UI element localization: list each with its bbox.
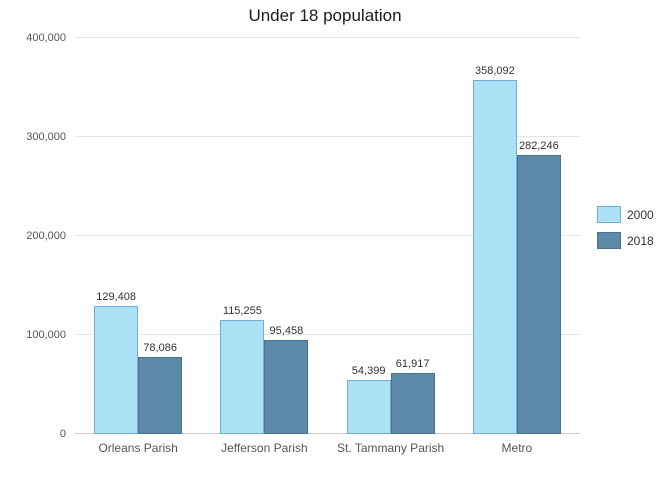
bar-column: 115,255 <box>220 38 265 434</box>
bar-group: 129,408 78,086 <box>75 38 201 434</box>
legend-swatch <box>597 232 621 249</box>
legend-item-2000: 2000 <box>597 206 654 223</box>
bar-value-label: 61,917 <box>395 357 430 370</box>
legend-label: 2018 <box>627 233 654 248</box>
bar-value-label: 129,408 <box>96 290 136 303</box>
bar-group: 54,399 61,917 <box>328 38 454 434</box>
bar-2018 <box>264 339 309 434</box>
bar-column: 78,086 <box>138 38 183 434</box>
bar-group: 115,255 95,458 <box>201 38 327 434</box>
gridline <box>75 37 580 38</box>
y-tick-label: 400,000 <box>26 32 66 44</box>
bar-value-label: 78,086 <box>143 341 177 354</box>
bar-value-label: 358,092 <box>474 64 515 77</box>
bar-column: 282,246 <box>516 38 561 434</box>
chart-title: Under 18 population <box>248 6 402 25</box>
bar-column: 95,458 <box>264 38 309 434</box>
legend: 2000 2018 <box>597 206 654 249</box>
y-tick-label: 100,000 <box>26 329 66 341</box>
bar-value-label: 115,255 <box>222 304 262 317</box>
bar-group: 358,092 282,246 <box>454 38 580 434</box>
bar-2018 <box>516 154 561 434</box>
bar-column: 61,917 <box>390 38 435 434</box>
plot-area: 129,408 78,086 115,255 95,458 54,399 61,917 35… <box>75 37 580 434</box>
bar-value-label: 282,246 <box>518 139 559 152</box>
gridline <box>75 334 580 335</box>
bar-column: 129,408 <box>94 38 139 434</box>
x-category-label: St. Tammany Parish <box>337 441 445 455</box>
bar-2018 <box>390 372 435 434</box>
gridline <box>75 235 580 236</box>
bar-value-label: 95,458 <box>269 324 304 337</box>
x-axis-labels: Orleans Parish Jefferson Parish St. Tamman… <box>75 441 580 455</box>
legend-label: 2000 <box>627 207 654 222</box>
bar-2000 <box>220 319 265 434</box>
y-tick-label: 0 <box>59 428 66 440</box>
x-category-label: Jefferson Parish <box>221 441 308 455</box>
y-tick-label: 300,000 <box>26 131 66 143</box>
gridline <box>75 136 580 137</box>
bar-2000 <box>472 79 517 434</box>
bar-column: 358,092 <box>472 38 517 434</box>
legend-swatch <box>597 206 621 223</box>
bars-layer: 129,408 78,086 115,255 95,458 54,399 61,917 35… <box>75 38 580 434</box>
legend-item-2018: 2018 <box>597 232 654 249</box>
y-tick-label: 200,000 <box>26 230 66 242</box>
y-axis-labels: 0 100,000 200,000 300,000 400,000 <box>0 32 66 440</box>
bar-column: 54,399 <box>346 38 391 434</box>
bar-value-label: 54,399 <box>351 365 386 378</box>
bar-2000 <box>346 380 391 434</box>
bar-2000 <box>94 305 139 434</box>
gridline <box>75 433 580 434</box>
x-category-label: Orleans Parish <box>98 441 178 455</box>
bar-2018 <box>138 356 183 434</box>
x-category-label: Metro <box>501 441 533 455</box>
